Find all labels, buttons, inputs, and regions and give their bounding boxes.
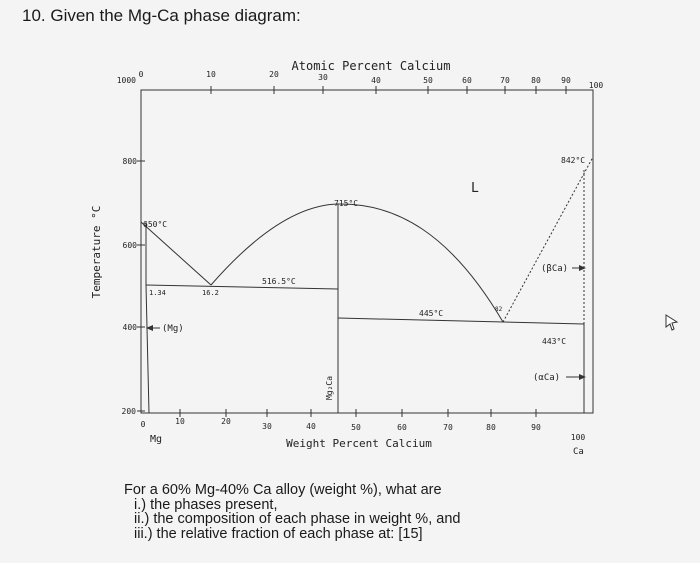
eutectic-line-1 xyxy=(145,284,339,290)
eutectic2-comp-label: 82 xyxy=(495,306,503,313)
compound-label: Mg₂Ca xyxy=(325,376,334,400)
component-ca-label: Ca xyxy=(573,447,584,457)
question-text: For a 60% Mg-40% Ca alloy (weight %), wh… xyxy=(124,483,460,541)
bottom-tick-label: 90 xyxy=(531,423,541,432)
component-mg-label: Mg xyxy=(150,434,162,445)
y-tick-label: 1000 xyxy=(117,76,136,85)
compound-melting-label: 715°C xyxy=(334,199,358,208)
question-intro: For a 60% Mg-40% Ca alloy (weight %), wh… xyxy=(124,482,442,498)
ca-melting-label: 842°C xyxy=(561,156,585,165)
mg-phase-arrowhead xyxy=(146,325,153,331)
liquid-label: L xyxy=(471,181,479,196)
bottom-tick-label: 40 xyxy=(306,422,316,431)
eutectic2-temp-label: 445°C xyxy=(419,309,443,318)
y-tick-label: 800 xyxy=(123,157,138,166)
bottom-tick-label: 100 xyxy=(571,433,586,442)
top-tick-label: 0 xyxy=(139,70,144,79)
bottom-tick-label: 10 xyxy=(175,417,185,426)
bottom-axis-title: Weight Percent Calcium xyxy=(286,437,432,450)
mg-solvus-lower xyxy=(145,284,150,414)
beta-ca-arrowhead xyxy=(579,265,586,271)
question-part: iii.) the relative fraction of each phas… xyxy=(134,525,423,542)
top-tick-label: 10 xyxy=(206,70,216,79)
eutectic-line-2 xyxy=(337,317,585,325)
plot-frame xyxy=(140,89,594,414)
question-part: ii.) the composition of each phase in we… xyxy=(134,511,461,527)
y-tick-label: 600 xyxy=(123,241,138,250)
bottom-tick-label: 70 xyxy=(443,423,453,432)
question-part: i.) the phases present, xyxy=(134,496,278,513)
liquidus-mg-side xyxy=(140,221,212,286)
top-tick-label: 40 xyxy=(371,76,381,85)
alpha-ca-arrowhead xyxy=(579,374,586,380)
ca-transform-temp-label: 443°C xyxy=(542,337,566,346)
y-tick-label: 200 xyxy=(122,407,137,416)
cursor-icon xyxy=(665,314,679,331)
top-tick-label: 60 xyxy=(462,76,472,85)
mg-phase-label: (Mg) xyxy=(162,324,184,334)
bottom-tick-label: 30 xyxy=(262,422,272,431)
top-tick-label: 80 xyxy=(531,76,541,85)
phase-diagram: Atomic Percent Calcium 0 10 20 30 40 50 … xyxy=(90,59,604,457)
alpha-ca-label: (αCa) xyxy=(533,373,560,383)
bottom-tick-label: 20 xyxy=(221,417,231,426)
liquidus-dome xyxy=(210,203,504,323)
top-tick-label: 50 xyxy=(423,76,433,85)
top-axis-title: Atomic Percent Calcium xyxy=(292,59,451,73)
eutectic1-temp-label: 516.5°C xyxy=(262,277,296,286)
y-tick-label: 400 xyxy=(123,323,138,332)
bottom-tick-label: 50 xyxy=(351,423,361,432)
bottom-tick-label: 80 xyxy=(486,423,496,432)
bottom-tick-label: 60 xyxy=(397,423,407,432)
solubility-comp-label: 1.34 xyxy=(149,289,166,297)
bottom-tick-label: 0 xyxy=(141,420,146,429)
mg-melting-label: 650°C xyxy=(143,220,167,229)
top-tick-label: 90 xyxy=(561,76,571,85)
liquidus-ca-side xyxy=(502,156,594,323)
question-title: 10. Given the Mg-Ca phase diagram: xyxy=(22,6,301,25)
eutectic1-comp-label: 16.2 xyxy=(202,289,219,297)
top-tick-label: 30 xyxy=(318,73,328,82)
top-tick-label: 100 xyxy=(589,81,604,90)
top-tick-label: 20 xyxy=(269,70,279,79)
top-tick-label: 70 xyxy=(500,76,510,85)
y-axis-title: Temperature °C xyxy=(90,206,103,299)
beta-ca-label: (βCa) xyxy=(541,264,568,274)
